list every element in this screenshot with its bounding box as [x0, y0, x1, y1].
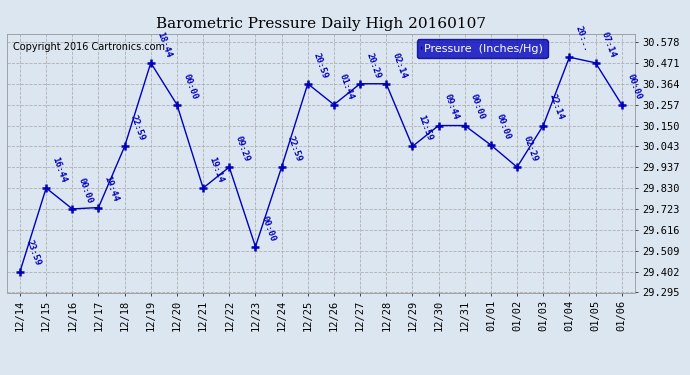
Text: 00:00: 00:00 — [259, 214, 277, 243]
Text: 00:00: 00:00 — [626, 72, 644, 100]
Text: 19:44: 19:44 — [103, 175, 120, 203]
Text: 22:59: 22:59 — [286, 135, 304, 163]
Text: 20:..: 20:.. — [573, 25, 591, 53]
Text: 02:14: 02:14 — [391, 51, 408, 80]
Legend: Pressure  (Inches/Hg): Pressure (Inches/Hg) — [417, 39, 548, 58]
Text: 02:29: 02:29 — [521, 135, 539, 163]
Text: 00:00: 00:00 — [181, 72, 199, 100]
Text: 18:44: 18:44 — [155, 30, 172, 58]
Text: 19:14: 19:14 — [207, 156, 225, 184]
Text: Copyright 2016 Cartronics.com: Copyright 2016 Cartronics.com — [13, 42, 165, 51]
Text: 20:59: 20:59 — [312, 51, 330, 80]
Text: 22:14: 22:14 — [547, 93, 565, 122]
Text: 00:00: 00:00 — [77, 176, 94, 205]
Text: 07:14: 07:14 — [600, 30, 618, 58]
Text: 09:44: 09:44 — [443, 93, 460, 122]
Title: Barometric Pressure Daily High 20160107: Barometric Pressure Daily High 20160107 — [156, 17, 486, 31]
Text: 16:44: 16:44 — [50, 156, 68, 184]
Text: 00:00: 00:00 — [495, 112, 513, 141]
Text: 20:29: 20:29 — [364, 51, 382, 80]
Text: 22:59: 22:59 — [129, 114, 146, 142]
Text: 01:44: 01:44 — [338, 72, 356, 100]
Text: 23:59: 23:59 — [24, 239, 42, 267]
Text: 09:29: 09:29 — [233, 135, 251, 163]
Text: 12:59: 12:59 — [417, 114, 434, 142]
Text: 00:00: 00:00 — [469, 93, 486, 122]
